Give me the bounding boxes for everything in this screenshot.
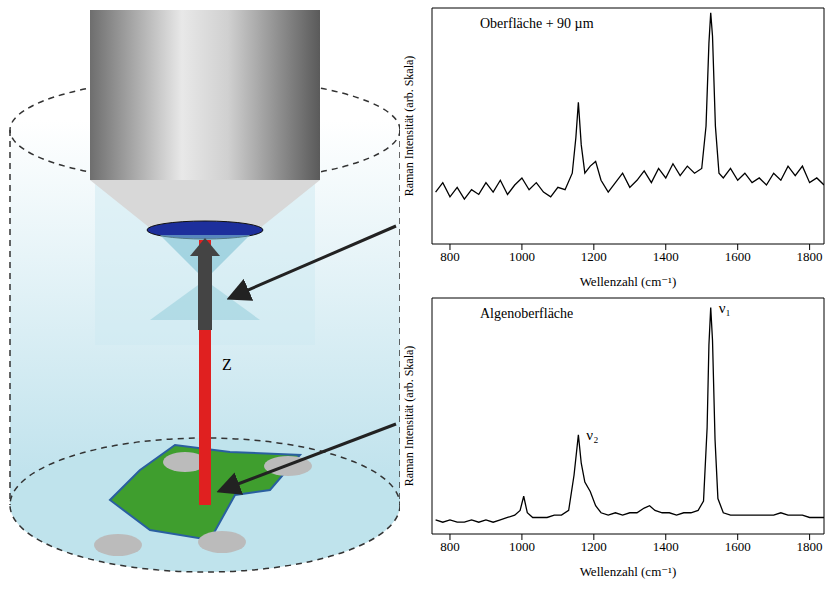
html-text:Algenoberfläche: Algenoberfläche	[480, 306, 574, 321]
svg-text:1400: 1400	[653, 539, 679, 554]
svg-text:1200: 1200	[581, 249, 607, 264]
svg-text:Wellenzahl (cm⁻¹): Wellenzahl (cm⁻¹)	[580, 564, 677, 579]
svg-text:1800: 1800	[797, 249, 823, 264]
svg-text:1800: 1800	[797, 539, 823, 554]
svg-text:Wellenzahl (cm⁻¹): Wellenzahl (cm⁻¹)	[580, 274, 677, 289]
html-text:Oberfläche + 90 µm: Oberfläche + 90 µm	[480, 16, 594, 31]
svg-text:1600: 1600	[725, 249, 751, 264]
svg-text:1000: 1000	[509, 249, 535, 264]
svg-text:1400: 1400	[653, 249, 679, 264]
svg-text:1000: 1000	[509, 539, 535, 554]
svg-text:Raman Intensität (arb. Skala): Raman Intensität (arb. Skala)	[402, 56, 416, 197]
svg-text:1200: 1200	[581, 539, 607, 554]
svg-text:Z: Z	[222, 356, 232, 373]
svg-text:Raman Intensität (arb. Skala): Raman Intensität (arb. Skala)	[402, 346, 416, 487]
svg-text:ν₂: ν₂	[586, 427, 598, 443]
svg-text:1600: 1600	[725, 539, 751, 554]
svg-text:800: 800	[440, 249, 460, 264]
svg-text:800: 800	[440, 539, 460, 554]
svg-text:ν₁: ν₁	[719, 300, 731, 316]
